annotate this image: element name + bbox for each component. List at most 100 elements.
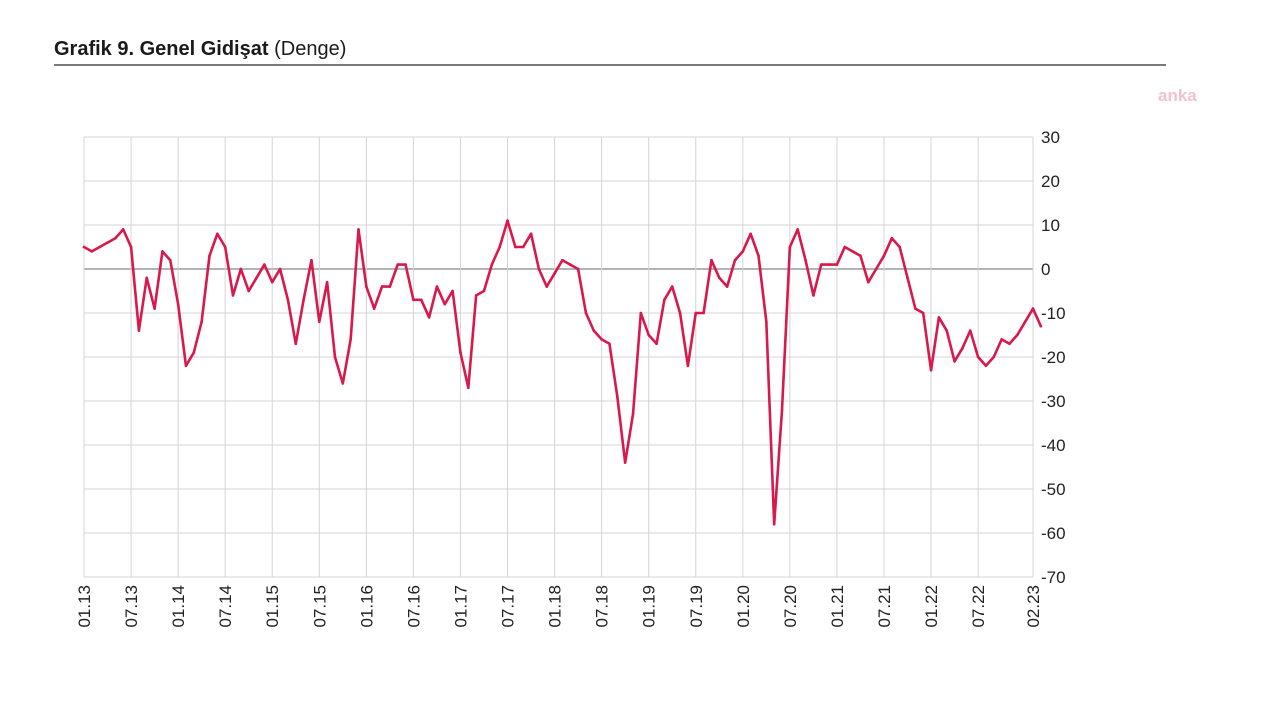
data-point	[859, 254, 862, 258]
data-point	[263, 263, 266, 266]
data-point	[984, 364, 988, 368]
data-point	[655, 342, 658, 346]
data-point	[521, 245, 525, 249]
x-tick-label: 07.18	[593, 585, 612, 628]
data-point	[380, 285, 384, 288]
data-point	[1016, 333, 1019, 337]
data-point	[404, 263, 407, 266]
x-tick-label: 02.23	[1024, 585, 1043, 628]
data-point	[906, 276, 909, 280]
x-tick-label: 01.18	[546, 585, 565, 628]
data-point	[161, 250, 164, 253]
x-tick-label: 07.13	[122, 585, 141, 628]
x-tick-label: 01.16	[357, 585, 376, 628]
data-point	[443, 302, 447, 306]
data-point	[153, 307, 156, 310]
data-point	[765, 320, 768, 324]
data-point	[772, 522, 776, 526]
data-point	[882, 254, 886, 258]
data-point	[553, 272, 556, 275]
data-point	[851, 250, 854, 253]
data-point	[278, 267, 282, 271]
data-point	[482, 289, 486, 293]
data-point	[247, 289, 250, 293]
data-point	[1031, 307, 1035, 310]
data-point	[576, 267, 580, 271]
x-tick-label: 01.15	[263, 585, 282, 628]
data-point	[749, 232, 752, 236]
data-point	[168, 258, 172, 262]
chart-title: Grafik 9. Genel Gidişat (Denge)	[54, 38, 346, 61]
data-point	[710, 258, 713, 262]
data-point	[914, 307, 917, 310]
data-point	[639, 311, 643, 315]
data-point	[788, 245, 792, 249]
data-point	[647, 333, 650, 337]
y-tick-label: -30	[1041, 392, 1066, 411]
x-tick-label: 07.20	[781, 585, 800, 628]
data-point	[435, 285, 439, 288]
data-point	[537, 267, 541, 271]
series-line	[82, 219, 1043, 526]
data-point	[270, 280, 274, 284]
data-point	[694, 311, 698, 315]
data-point	[341, 382, 345, 385]
data-point	[874, 267, 878, 271]
data-point	[121, 228, 125, 231]
x-tick-label: 07.22	[969, 585, 988, 628]
data-point	[372, 307, 376, 310]
data-point	[670, 285, 674, 288]
data-point	[216, 232, 219, 236]
series-layer	[82, 219, 1043, 526]
data-point	[427, 316, 431, 319]
data-point	[921, 311, 925, 315]
x-tick-label: 01.22	[922, 585, 941, 628]
data-point	[561, 258, 564, 262]
data-point	[349, 338, 352, 341]
data-point	[686, 364, 690, 368]
grid	[83, 136, 1034, 578]
data-point	[82, 245, 86, 249]
data-point	[451, 289, 454, 293]
data-point	[757, 254, 760, 258]
data-point	[1008, 342, 1011, 346]
data-point	[208, 254, 211, 258]
watermark-logo: anka	[1158, 86, 1197, 105]
x-tick-label: 01.19	[640, 585, 659, 628]
data-point	[255, 276, 258, 280]
data-point	[325, 280, 329, 284]
data-point	[1023, 320, 1027, 324]
data-point	[317, 320, 321, 324]
data-point	[90, 250, 94, 253]
data-point	[600, 338, 603, 341]
y-tick-label: 0	[1041, 260, 1050, 279]
data-point	[98, 245, 101, 249]
data-point	[239, 267, 243, 271]
data-point	[804, 258, 807, 262]
title-underline	[54, 64, 1166, 66]
y-axis-ticks: 30 20 10 0 -10 -20 -30 -40 -50 -60 -70	[1041, 128, 1066, 587]
data-point	[835, 263, 839, 266]
data-point	[827, 263, 831, 266]
data-point	[498, 245, 501, 249]
y-tick-label: -70	[1041, 568, 1066, 587]
y-tick-label: -20	[1041, 348, 1066, 367]
x-tick-label: 01.13	[75, 585, 94, 628]
y-tick-label: -10	[1041, 304, 1066, 323]
data-point	[725, 285, 729, 288]
data-point	[898, 245, 901, 249]
data-point	[529, 232, 533, 236]
y-tick-label: -50	[1041, 480, 1066, 499]
data-point	[608, 342, 611, 346]
data-point	[717, 276, 721, 280]
data-point	[937, 316, 941, 319]
data-point	[623, 461, 627, 464]
data-point	[310, 258, 313, 262]
data-point	[819, 263, 823, 266]
data-point	[568, 263, 572, 266]
chart-title-main: Grafik 9. Genel Gidişat	[54, 38, 269, 60]
x-tick-label: 07.21	[875, 585, 894, 628]
x-tick-label: 07.19	[687, 585, 706, 628]
data-point	[678, 311, 682, 315]
